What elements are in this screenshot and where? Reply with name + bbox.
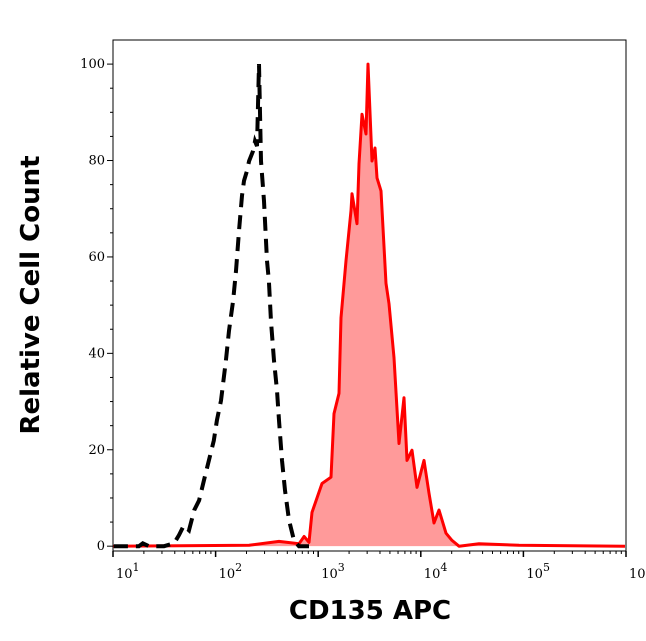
plot-frame xyxy=(112,39,627,552)
positive-histogram-line xyxy=(112,62,626,548)
y-tick-label: 20 xyxy=(88,443,105,458)
control-histogram-line xyxy=(113,64,309,549)
plot-marks xyxy=(112,62,626,549)
x-tick-label: 104 xyxy=(424,561,448,582)
y-tick-label: 0 xyxy=(97,539,105,554)
y-tick-label: 60 xyxy=(88,250,105,265)
positive-histogram-fill xyxy=(113,64,625,547)
y-tick-label: 40 xyxy=(88,346,105,361)
x-tick-label: 103 xyxy=(321,561,345,582)
y-tick-label: 80 xyxy=(88,154,105,169)
x-tick-label: 106 xyxy=(629,561,646,582)
y-axis-title: Relative Cell Count xyxy=(16,155,46,434)
x-tick-label: 105 xyxy=(526,561,550,582)
x-tick-label: 101 xyxy=(116,561,140,582)
axes: 0 20 40 60 80 100 101 102 103 104 105 106 xyxy=(80,57,646,582)
x-tick-label: 102 xyxy=(219,561,243,582)
x-axis-title: CD135 APC xyxy=(289,596,451,626)
y-tick-label: 100 xyxy=(80,57,105,72)
